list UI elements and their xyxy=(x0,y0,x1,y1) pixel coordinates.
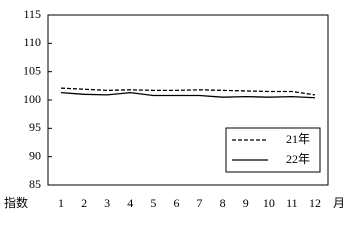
x-tick-label: 4 xyxy=(127,196,133,210)
y-tick-label: 100 xyxy=(23,92,41,106)
x-tick-label: 6 xyxy=(173,196,179,210)
legend-box xyxy=(225,127,321,173)
legend-label: 21年 xyxy=(286,132,310,146)
x-tick-label: 5 xyxy=(150,196,156,210)
x-tick-label: 10 xyxy=(263,196,275,210)
y-axis-label: 指数 xyxy=(4,195,28,210)
x-tick-label: 11 xyxy=(286,196,298,210)
x-tick-label: 12 xyxy=(309,196,321,210)
legend-label: 22年 xyxy=(286,152,310,166)
series-line xyxy=(60,91,316,99)
x-axis-label: 月 xyxy=(333,196,345,210)
x-tick-label: 1 xyxy=(58,196,64,210)
y-tick-label: 90 xyxy=(29,148,41,162)
y-tick-label: 95 xyxy=(29,120,41,134)
x-tick-label: 8 xyxy=(220,196,226,210)
y-tick-label: 85 xyxy=(29,177,41,191)
x-tick-label: 7 xyxy=(197,196,203,210)
series-line xyxy=(60,87,316,96)
y-tick-label: 115 xyxy=(23,7,41,21)
x-tick-label: 2 xyxy=(81,196,87,210)
y-tick-label: 105 xyxy=(23,63,41,77)
x-tick-label: 3 xyxy=(104,196,110,210)
x-tick-label: 9 xyxy=(243,196,249,210)
y-tick-label: 110 xyxy=(23,35,41,49)
